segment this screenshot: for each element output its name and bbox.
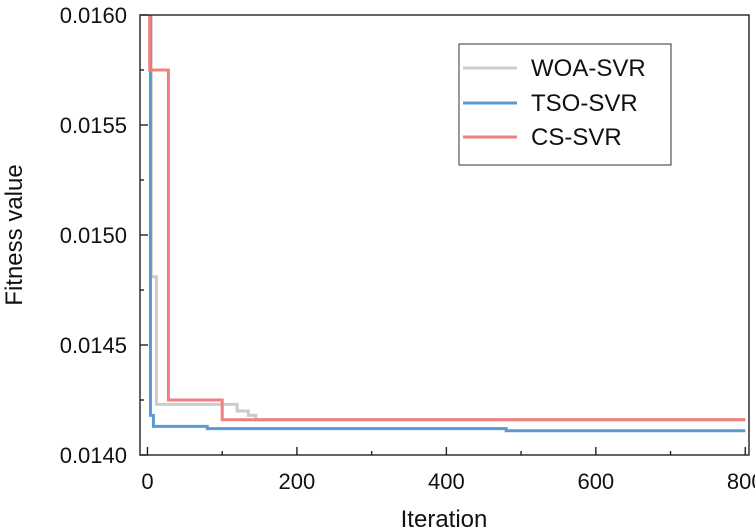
series-line-tso-svr: [148, 15, 746, 433]
y-tick-label: 0.0160: [60, 3, 127, 28]
plot-frame: [139, 14, 750, 456]
legend-label-cs-svr: CS-SVR: [531, 124, 622, 151]
legend-label-tso-svr: TSO-SVR: [531, 90, 638, 117]
x-tick-label: 200: [279, 469, 316, 494]
legend-label-woa-svr: WOA-SVR: [531, 55, 646, 82]
x-tick-label: 800: [727, 469, 755, 494]
x-axis-title: Iteration: [401, 506, 488, 531]
y-tick-label: 0.0155: [60, 113, 127, 138]
tick-labels: 0 200 400 600 800 0.0140 0.0145 0.0150 0.0155 0.0…: [60, 3, 755, 494]
y-tick-label: 0.0145: [60, 333, 127, 358]
legend: WOA-SVR TSO-SVR CS-SVR: [458, 43, 672, 166]
series-layer: [148, 15, 746, 433]
y-tick-label: 0.0140: [60, 443, 127, 468]
x-tick-label: 400: [428, 469, 465, 494]
series-line-cs-svr: [148, 15, 746, 422]
y-axis-title: Fitness value: [1, 164, 28, 305]
x-tick-label: 0: [141, 469, 153, 494]
x-tick-label: 600: [577, 469, 614, 494]
y-tick-label: 0.0150: [60, 223, 127, 248]
